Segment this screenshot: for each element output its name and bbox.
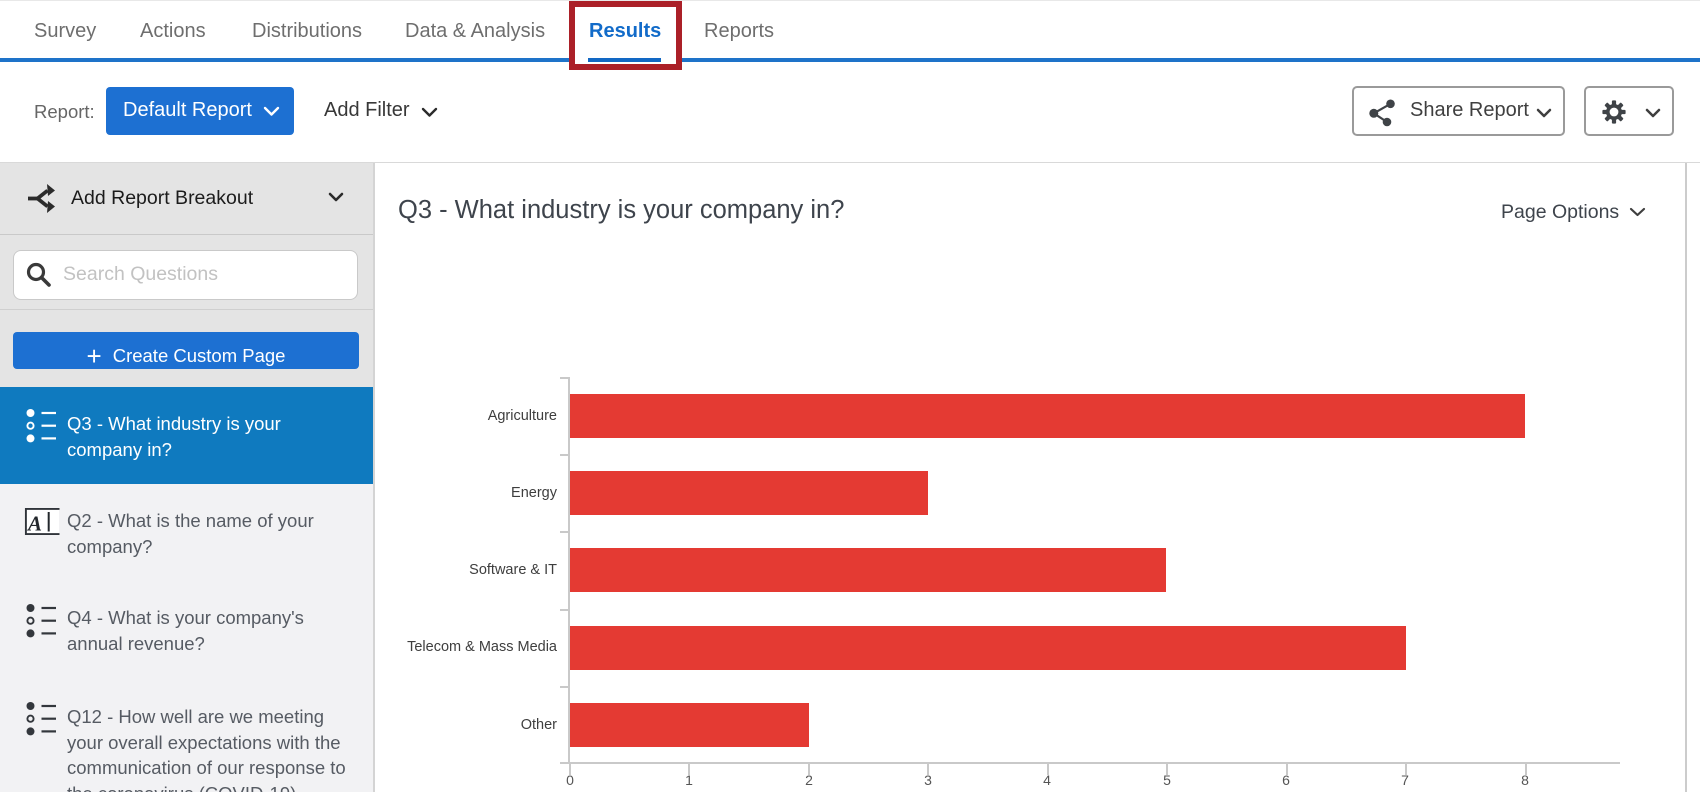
svg-text:A: A <box>26 512 42 536</box>
